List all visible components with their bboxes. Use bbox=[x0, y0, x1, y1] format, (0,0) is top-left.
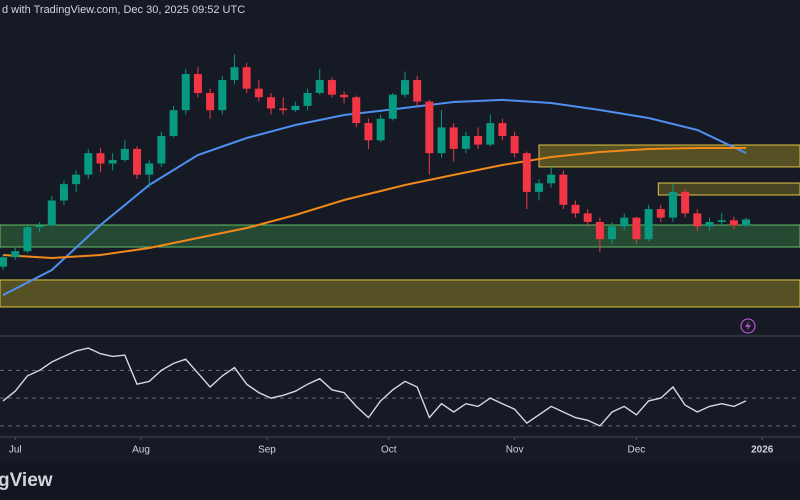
candle-body bbox=[656, 209, 665, 218]
candle-body bbox=[705, 221, 714, 227]
candle-body bbox=[449, 127, 458, 149]
candle-body bbox=[181, 74, 190, 111]
footer-strip bbox=[0, 462, 800, 500]
candle-body bbox=[717, 220, 726, 222]
candle-body bbox=[486, 123, 495, 145]
candle-body bbox=[437, 127, 446, 154]
candle-body bbox=[242, 67, 251, 89]
candle-body bbox=[364, 123, 373, 141]
candle-body bbox=[632, 217, 641, 240]
logo: gView bbox=[0, 470, 53, 491]
candle-body bbox=[340, 94, 349, 98]
moving-average bbox=[2, 147, 746, 260]
candle-body bbox=[681, 191, 690, 214]
candle-body bbox=[352, 97, 361, 124]
x-tick-label: Dec bbox=[628, 445, 646, 456]
candle-body bbox=[254, 88, 263, 98]
candle-body bbox=[47, 200, 56, 226]
candle-body bbox=[620, 217, 629, 227]
candle-body bbox=[11, 251, 20, 258]
candle-body bbox=[498, 123, 507, 136]
x-tick-label: Jul bbox=[9, 445, 22, 456]
event-icon-bolt bbox=[745, 321, 751, 331]
candle-body bbox=[400, 80, 409, 95]
candle-body bbox=[120, 148, 129, 161]
candle-body bbox=[644, 209, 653, 240]
candle-body bbox=[742, 219, 751, 226]
x-tick-label: Aug bbox=[132, 445, 150, 456]
zone bbox=[0, 224, 800, 248]
candle-body bbox=[157, 135, 166, 164]
x-tick-label: Nov bbox=[506, 445, 524, 456]
candle-body bbox=[547, 174, 556, 184]
candle-body bbox=[279, 108, 288, 111]
candle-body bbox=[59, 184, 68, 201]
x-tick-label: 2026 bbox=[751, 445, 774, 456]
candle-body bbox=[534, 183, 543, 192]
candle-body bbox=[267, 97, 276, 109]
candle-body bbox=[133, 148, 142, 175]
event-icon[interactable] bbox=[740, 318, 756, 334]
candle-body bbox=[230, 67, 239, 81]
moving-average bbox=[2, 98, 747, 296]
candle-body bbox=[108, 160, 117, 164]
candle-body bbox=[522, 153, 531, 192]
candle-body bbox=[413, 80, 422, 102]
candle-body bbox=[461, 135, 470, 149]
candle-body bbox=[84, 153, 93, 175]
candle-body bbox=[35, 225, 44, 228]
candle-body bbox=[571, 204, 580, 214]
caption: d with TradingView.com, Dec 30, 2025 09:… bbox=[2, 4, 245, 16]
x-tick-label: Oct bbox=[381, 445, 397, 456]
candle-body bbox=[595, 221, 604, 240]
zone bbox=[0, 279, 800, 308]
zone bbox=[538, 144, 800, 168]
candle-body bbox=[559, 174, 568, 205]
candle-body bbox=[583, 213, 592, 222]
candle-body bbox=[193, 74, 202, 93]
candle-body bbox=[291, 105, 300, 111]
candle-body bbox=[327, 80, 336, 95]
candle-body bbox=[388, 94, 397, 119]
candle-body bbox=[96, 153, 105, 164]
candle-body bbox=[425, 101, 434, 154]
candle-body bbox=[510, 135, 519, 154]
candle-body bbox=[729, 220, 738, 226]
candle-body bbox=[668, 191, 677, 218]
candle-body bbox=[23, 227, 32, 252]
candle-body bbox=[608, 226, 617, 240]
candle-body bbox=[474, 135, 483, 145]
candle-body bbox=[376, 118, 385, 141]
zone bbox=[657, 182, 800, 196]
candle-body bbox=[315, 80, 324, 93]
candle-body bbox=[303, 92, 312, 106]
candle-body bbox=[0, 257, 8, 267]
plot: Jul Aug Sep Oct Nov Dec 2026 bbox=[0, 54, 800, 456]
candle-body bbox=[693, 213, 702, 227]
candle-body bbox=[145, 163, 154, 175]
x-tick-label: Sep bbox=[258, 445, 276, 456]
rsi-line bbox=[2, 347, 747, 427]
candle-body bbox=[218, 80, 227, 111]
candle-body bbox=[206, 92, 215, 111]
candle-body bbox=[72, 174, 81, 185]
candle-body bbox=[169, 110, 178, 136]
